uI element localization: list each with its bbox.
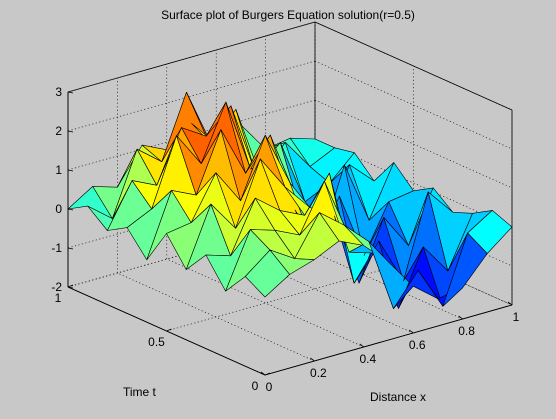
x-tick-mark [310, 357, 315, 362]
z-tick-mark [67, 208, 74, 211]
x-tick-mark [260, 371, 266, 376]
x-tick-label: 0.4 [359, 352, 376, 366]
y-axis-label: Time t [123, 385, 157, 399]
z-tick-label: -2 [51, 280, 62, 294]
z-tick-label: 2 [55, 124, 62, 138]
surface-mesh [67, 92, 513, 309]
y-tick-label: 1 [55, 291, 62, 305]
x-axis-label: Distance x [370, 390, 426, 404]
z-tick-label: 1 [55, 163, 62, 177]
y-tick-mark [166, 328, 172, 332]
x-tick-label: 0.2 [310, 366, 327, 380]
box-edge [67, 21, 316, 93]
surface-patch [467, 210, 513, 254]
x-tick-mark [359, 343, 365, 348]
z-tick-label: 3 [55, 85, 62, 99]
y-tick-mark [67, 284, 74, 288]
x-tick-mark [408, 329, 414, 334]
z-tick-mark [67, 130, 74, 133]
z-tick-label: -1 [51, 241, 62, 255]
z-tick-label: 0 [55, 202, 62, 216]
z-tick-mark [67, 286, 74, 289]
y-tick-label: 0 [252, 379, 259, 393]
x-tick-mark [458, 315, 463, 320]
z-tick-mark [67, 247, 74, 250]
z-tick-mark [67, 91, 74, 94]
x-axis-line [264, 304, 513, 376]
axes-box-front [67, 91, 513, 376]
y-tick-label: 0.5 [148, 335, 165, 349]
y-tick-mark [264, 372, 271, 376]
x-tick-label: 0.8 [458, 324, 475, 338]
z-tick-mark [67, 169, 74, 172]
x-tick-label: 0.6 [409, 338, 426, 352]
x-tick-label: 1 [513, 310, 520, 324]
chart-title: Surface plot of Burgers Equation solutio… [161, 8, 415, 22]
x-tick-mark [507, 301, 513, 306]
x-tick-label: 0 [266, 380, 273, 394]
